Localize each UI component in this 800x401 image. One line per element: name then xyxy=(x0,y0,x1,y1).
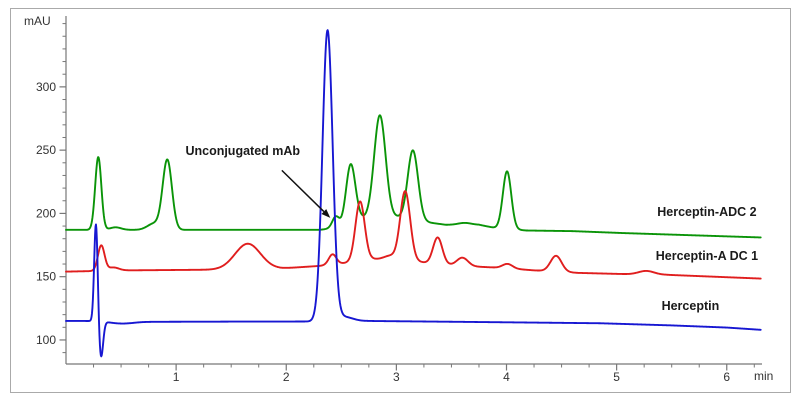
x-axis-tick-label: 2 xyxy=(283,370,290,384)
x-axis-unit-label: min xyxy=(754,369,774,383)
annotation-arrowhead xyxy=(321,209,331,218)
y-axis-tick-label: 200 xyxy=(36,206,56,220)
trace-label-herceptin: Herceptin xyxy=(661,298,720,313)
trace-herceptin-a-dc-1 xyxy=(65,190,762,280)
x-axis-tick-label: 3 xyxy=(393,370,400,384)
y-axis-tick-label: 300 xyxy=(36,80,56,94)
y-axis-tick-label: 100 xyxy=(36,333,56,347)
trace-label-herceptin-adc-1: Herceptin-A DC 1 xyxy=(655,249,759,264)
x-axis-tick-label: 4 xyxy=(503,370,510,384)
x-axis-tick-label: 1 xyxy=(173,370,180,384)
x-axis-tick-label: 5 xyxy=(613,370,620,384)
trace-herceptin-adc-2 xyxy=(65,114,762,239)
trace-herceptin xyxy=(65,29,762,358)
x-axis-tick-label: 6 xyxy=(723,370,730,384)
y-axis-tick-label: 250 xyxy=(36,143,56,157)
annotation-arrow-line xyxy=(281,169,325,213)
y-axis-unit-label: mAU xyxy=(24,14,51,28)
y-axis-tick-label: 150 xyxy=(36,270,56,284)
trace-label-herceptin-adc-2: Herceptin-ADC 2 xyxy=(657,205,757,220)
figure-border xyxy=(10,8,791,393)
annotation-unconjugated-mab-label: Unconjugated mAb xyxy=(185,144,301,159)
